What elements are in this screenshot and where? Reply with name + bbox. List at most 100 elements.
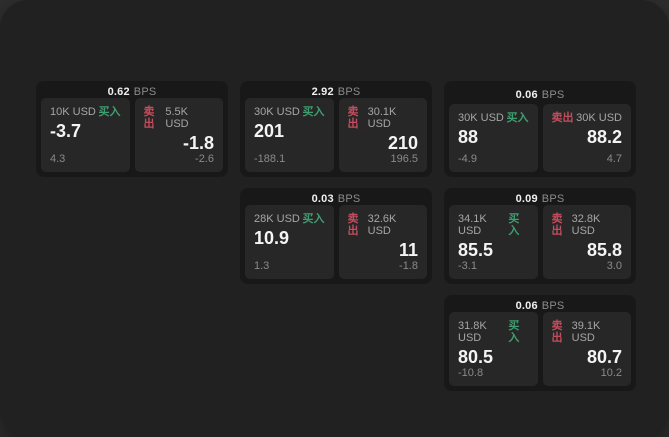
sell-amount: 5.5K USD [165,106,189,130]
quote-card-body: 30K USD 买入 88 -4.9 卖出 30K USD 88.2 4.7 [449,104,631,172]
bps-value: 2.92 [311,85,334,98]
sell-delta: 4.7 [606,153,622,165]
bps-unit-label: BPS [337,192,361,205]
sell-tile[interactable]: 卖出 39.1K USD 80.7 10.2 [542,312,631,386]
buy-tile[interactable]: 30K USD 买入 201 -188.1 [245,98,334,172]
quote-card: 0.06 BPS 31.8K USD 买入 80.5 -10.8 卖出 39.1… [444,295,636,391]
sell-delta: -1.8 [399,260,418,272]
buy-label: 买入 [302,106,325,118]
buy-label: 买入 [508,320,520,344]
buy-tile[interactable]: 31.8K USD 买入 80.5 -10.8 [449,312,538,386]
buy-label: 买入 [506,112,529,124]
sell-price: 210 [387,133,418,153]
quote-card: 0.03 BPS 28K USD 买入 10.9 1.3 卖出 32.6K US… [240,188,432,284]
bps-unit-label: BPS [337,85,361,98]
bps-header: 0.03 BPS [245,192,427,205]
buy-tile-header: 34.1K USD 买入 [458,213,529,237]
sell-delta: 10.2 [600,367,622,379]
sell-amount: 32.6K USD [367,213,397,237]
bps-header: 0.06 BPS [449,85,631,104]
sell-amount: 32.8K USD [571,213,601,237]
bps-value: 0.09 [515,192,538,205]
bps-value: 0.06 [515,299,538,312]
buy-price: 88 [458,127,479,147]
buy-tile[interactable]: 10K USD 买入 -3.7 4.3 [41,98,130,172]
buy-label: 买入 [508,213,520,237]
bps-value: 0.06 [515,88,538,101]
quote-card: 2.92 BPS 30K USD 买入 201 -188.1 卖出 30.1K … [240,81,432,177]
buy-tile-header: 28K USD 买入 [254,213,325,225]
buy-tile-header: 30K USD 买入 [458,112,529,124]
buy-label: 买入 [302,213,325,225]
bps-value: 0.62 [107,85,130,98]
bps-unit-label: BPS [541,299,565,312]
buy-delta: -188.1 [254,153,286,165]
bps-unit-label: BPS [133,85,157,98]
sell-price: 85.8 [586,240,622,260]
buy-amount: 30K USD [254,106,300,118]
buy-amount: 30K USD [458,112,504,124]
bps-unit-label: BPS [541,88,565,101]
sell-tile[interactable]: 卖出 32.6K USD 11 -1.8 [338,205,427,279]
sell-label: 卖出 [551,320,563,344]
buy-amount: 31.8K USD [458,320,487,344]
quote-card: 0.06 BPS 30K USD 买入 88 -4.9 卖出 30K USD 8… [444,81,636,177]
buy-tile-header: 30K USD 买入 [254,106,325,118]
sell-tile-header: 卖出 5.5K USD [144,106,215,130]
quote-card-body: 34.1K USD 买入 85.5 -3.1 卖出 32.8K USD 85.8… [449,205,631,279]
sell-price: 80.7 [586,347,622,367]
sell-label: 卖出 [551,112,574,124]
sell-amount: 39.1K USD [571,320,601,344]
bps-value: 0.03 [311,192,334,205]
buy-label: 买入 [98,106,121,118]
quote-card: 0.09 BPS 34.1K USD 买入 85.5 -3.1 卖出 32.8K… [444,188,636,284]
sell-delta: 3.0 [606,260,622,272]
buy-price: 10.9 [254,228,290,248]
sell-tile[interactable]: 卖出 30.1K USD 210 196.5 [338,98,427,172]
sell-amount: 30K USD [576,112,622,124]
sell-price: -1.8 [182,133,214,153]
buy-amount: 28K USD [254,213,300,225]
buy-price: -3.7 [50,121,82,141]
bps-unit-label: BPS [541,192,565,205]
sell-tile-header: 卖出 30.1K USD [348,106,419,130]
sell-delta: -2.6 [195,153,214,165]
buy-tile[interactable]: 28K USD 买入 10.9 1.3 [245,205,334,279]
buy-price: 80.5 [458,347,494,367]
sell-tile[interactable]: 卖出 5.5K USD -1.8 -2.6 [134,98,223,172]
sell-label: 卖出 [347,106,359,130]
sell-label: 卖出 [551,213,563,237]
sell-tile[interactable]: 卖出 32.8K USD 85.8 3.0 [542,205,631,279]
buy-price: 201 [254,121,285,141]
quote-card-body: 28K USD 买入 10.9 1.3 卖出 32.6K USD 11 -1.8 [245,205,427,279]
cards-grid: 0.62 BPS 10K USD 买入 -3.7 4.3 卖出 5.5K USD… [36,81,636,391]
bps-header: 0.62 BPS [41,85,223,98]
buy-delta: 4.3 [50,153,66,165]
sell-delta: 196.5 [390,153,418,165]
sell-tile-header: 卖出 32.6K USD [348,213,419,237]
sell-label: 卖出 [347,213,359,237]
quote-card-body: 30K USD 买入 201 -188.1 卖出 30.1K USD 210 1… [245,98,427,172]
sell-tile[interactable]: 卖出 30K USD 88.2 4.7 [542,104,631,172]
buy-tile[interactable]: 30K USD 买入 88 -4.9 [449,104,538,172]
buy-amount: 34.1K USD [458,213,487,237]
buy-delta: 1.3 [254,260,270,272]
sell-label: 卖出 [143,106,155,130]
bps-header: 2.92 BPS [245,85,427,98]
sell-tile-header: 卖出 30K USD [552,112,623,124]
buy-delta: -4.9 [458,153,477,165]
buy-tile[interactable]: 34.1K USD 买入 85.5 -3.1 [449,205,538,279]
bps-header: 0.06 BPS [449,299,631,312]
buy-delta: -3.1 [458,260,477,272]
buy-amount: 10K USD [50,106,96,118]
sell-tile-header: 卖出 32.8K USD [552,213,623,237]
bps-header: 0.09 BPS [449,192,631,205]
quote-card-body: 31.8K USD 买入 80.5 -10.8 卖出 39.1K USD 80.… [449,312,631,386]
sell-price: 11 [398,240,418,260]
sell-tile-header: 卖出 39.1K USD [552,320,623,344]
buy-tile-header: 31.8K USD 买入 [458,320,529,344]
buy-price: 85.5 [458,240,494,260]
sell-price: 88.2 [586,127,622,147]
quote-card-body: 10K USD 买入 -3.7 4.3 卖出 5.5K USD -1.8 -2.… [41,98,223,172]
